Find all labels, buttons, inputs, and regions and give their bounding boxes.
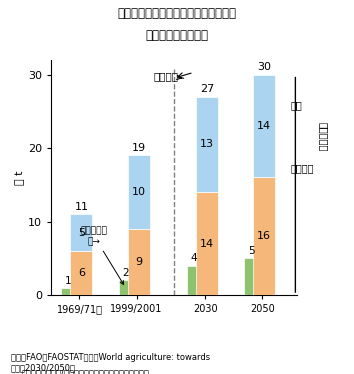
Bar (127, 156, 150, 229)
Bar (196, 96, 218, 192)
Text: 注：２つの年を「/」で接続したものは、期間内の平均値: 注：２つの年を「/」で接続したものは、期間内の平均値 (21, 368, 149, 374)
Text: 16: 16 (257, 231, 271, 241)
Text: 10: 10 (132, 187, 145, 197)
Text: 5: 5 (248, 246, 255, 256)
Text: 食用: 食用 (290, 100, 302, 110)
Bar (119, 280, 133, 295)
Text: 9: 9 (135, 257, 142, 267)
Bar (62, 288, 75, 295)
Bar (253, 74, 275, 178)
Bar (244, 258, 258, 295)
Bar (127, 229, 150, 295)
Text: 5: 5 (78, 228, 85, 237)
Text: 要量の推移と見通し: 要量の推移と見通し (145, 30, 209, 42)
Bar (187, 266, 201, 295)
Bar (196, 192, 218, 295)
Text: （予測）: （予測） (154, 71, 182, 81)
Text: 穀物需要量: 穀物需要量 (319, 122, 329, 151)
Bar (70, 214, 92, 251)
Text: 27: 27 (200, 85, 214, 94)
Text: 14: 14 (257, 121, 271, 131)
Text: 6: 6 (78, 268, 85, 278)
Text: 11: 11 (74, 202, 88, 212)
Text: 1: 1 (65, 276, 72, 285)
Text: 14: 14 (200, 239, 214, 249)
Bar (70, 251, 92, 295)
Text: 13: 13 (200, 140, 214, 149)
Text: 図１－５　世界の肉類生産量、穀物需: 図１－５ 世界の肉類生産量、穀物需 (118, 7, 236, 20)
Text: 飼料用等: 飼料用等 (290, 163, 314, 173)
Text: 2: 2 (122, 268, 129, 278)
Text: 19: 19 (132, 143, 145, 153)
Text: 4: 4 (191, 254, 198, 264)
Text: 肉類生産量
　→: 肉類生産量 → (81, 227, 124, 285)
Text: 資料：FAO「FAOSTAT」、「World agriculture: towards
　　　2030/2050」: 資料：FAO「FAOSTAT」、「World agriculture: towa… (11, 353, 210, 373)
Text: 30: 30 (257, 62, 271, 73)
Y-axis label: 億 t: 億 t (15, 170, 25, 185)
Bar (253, 178, 275, 295)
